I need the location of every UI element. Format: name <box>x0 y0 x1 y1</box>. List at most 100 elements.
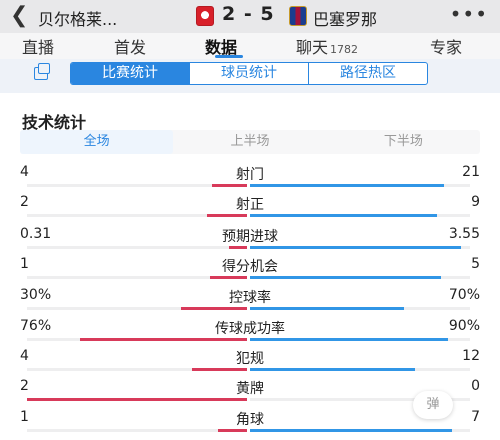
stat-home-track <box>27 368 247 371</box>
subtab-match-stats[interactable]: 比赛统计 <box>71 63 190 84</box>
stat-away-value: 12 <box>462 348 480 364</box>
half-tab-second[interactable]: 下半场 <box>383 134 423 149</box>
stat-away-bar <box>250 184 444 187</box>
stat-home-value: 1 <box>20 256 29 272</box>
stat-away-value: 0 <box>471 378 480 394</box>
stat-away-track <box>250 307 470 310</box>
stat-home-track <box>27 398 247 401</box>
stat-home-value: 1 <box>20 409 29 425</box>
stat-away-bar <box>250 429 453 432</box>
stat-home-track <box>27 307 247 310</box>
stat-away-track <box>250 184 470 187</box>
stat-home-value: 30% <box>20 287 52 303</box>
tab-live[interactable]: 直播 <box>22 38 55 57</box>
stat-away-value: 70% <box>448 287 480 303</box>
stat-away-track <box>250 276 470 279</box>
away-team-name[interactable]: 巴塞罗那 <box>313 10 378 29</box>
home-team-crest-icon <box>196 6 214 26</box>
chat-count-badge: 1782 <box>330 43 359 56</box>
away-team-crest-icon <box>289 6 307 26</box>
main-tabs: 直播 首发 数据 聊天 1782 专家 <box>0 33 500 59</box>
stat-name: 射正 <box>236 197 264 213</box>
tab-lineup[interactable]: 首发 <box>114 38 147 57</box>
half-selector: 全场 上半场 下半场 <box>20 130 480 154</box>
stat-name: 黄牌 <box>236 381 264 397</box>
stat-home-bar <box>207 214 247 217</box>
stat-away-bar <box>250 246 462 249</box>
stat-home-track <box>27 276 247 279</box>
stat-home-track <box>27 214 247 217</box>
stat-home-bar <box>209 276 247 279</box>
stat-row: 1 得分机会 5 <box>0 256 500 286</box>
stat-home-bar <box>211 184 247 187</box>
stat-away-track <box>250 429 470 432</box>
stat-home-track <box>27 184 247 187</box>
stat-home-value: 2 <box>20 194 29 210</box>
stat-home-value: 2 <box>20 378 29 394</box>
stat-row: 30% 控球率 70% <box>0 287 500 317</box>
stat-away-track <box>250 398 470 401</box>
stat-home-bar <box>181 307 247 310</box>
more-menu-button[interactable]: ••• <box>449 2 488 26</box>
stat-away-value: 3.55 <box>448 226 480 242</box>
tab-chat[interactable]: 聊天 1782 <box>296 34 358 58</box>
stat-name: 控球率 <box>229 290 271 306</box>
stat-name: 传球成功率 <box>215 321 285 337</box>
tab-experts[interactable]: 专家 <box>430 38 463 57</box>
stat-away-bar <box>250 338 448 341</box>
section-title: 技术统计 <box>22 113 87 132</box>
stat-name: 射门 <box>236 167 264 183</box>
stat-name: 犯规 <box>236 351 264 367</box>
stat-name: 预期进球 <box>222 229 278 245</box>
stat-home-bar <box>192 368 247 371</box>
stat-row: 0.31 预期进球 3.55 <box>0 226 500 256</box>
stat-row: 4 射门 21 <box>0 164 500 194</box>
stat-home-value: 4 <box>20 348 29 364</box>
half-tab-first[interactable]: 上半场 <box>230 134 270 149</box>
stat-name: 得分机会 <box>222 259 278 275</box>
stat-row: 2 射正 9 <box>0 194 500 224</box>
stat-home-value: 0.31 <box>20 226 52 242</box>
stat-away-track <box>250 368 470 371</box>
stat-home-track <box>27 246 247 249</box>
home-team-name[interactable]: 贝尔格莱... <box>38 10 118 29</box>
stat-away-value: 21 <box>462 164 480 180</box>
stat-away-value: 5 <box>471 256 480 272</box>
stat-home-value: 76% <box>20 318 52 334</box>
subtab-player-stats[interactable]: 球员统计 <box>190 63 309 84</box>
stat-row: 2 黄牌 0 <box>0 378 500 408</box>
stat-home-bar <box>27 398 247 401</box>
stat-home-bar <box>218 429 247 432</box>
danmu-button[interactable]: 弹 <box>413 391 453 419</box>
stat-row: 4 犯规 12 <box>0 348 500 378</box>
stat-row: 1 角球 7 <box>0 409 500 439</box>
stat-home-track <box>27 429 247 432</box>
stat-away-track <box>250 246 470 249</box>
stat-home-value: 4 <box>20 164 29 180</box>
stat-away-track <box>250 214 470 217</box>
back-button[interactable]: ❮ <box>10 3 29 28</box>
stats-subbar: 比赛统计 球员统计 路径热区 <box>0 59 500 93</box>
match-header: ❮ 贝尔格莱... 2 - 5 巴塞罗那 ••• <box>0 0 500 33</box>
stats-segmented-control: 比赛统计 球员统计 路径热区 <box>70 62 428 85</box>
copy-icon[interactable] <box>34 63 50 80</box>
half-tab-full[interactable]: 全场 <box>20 130 174 154</box>
stat-away-bar <box>250 276 442 279</box>
stat-home-track <box>27 338 247 341</box>
stat-away-value: 7 <box>471 409 480 425</box>
stat-away-bar <box>250 307 404 310</box>
stat-away-bar <box>250 368 415 371</box>
stat-away-bar <box>250 214 437 217</box>
stat-away-track <box>250 338 470 341</box>
stat-away-value: 90% <box>448 318 480 334</box>
stat-away-value: 9 <box>471 194 480 210</box>
stat-home-bar <box>79 338 247 341</box>
active-tab-indicator <box>215 55 243 58</box>
tab-stats[interactable]: 数据 <box>205 38 238 57</box>
subtab-heatmap[interactable]: 路径热区 <box>340 65 396 81</box>
stat-name: 角球 <box>236 412 264 428</box>
match-score: 2 - 5 <box>222 3 275 25</box>
stat-home-bar <box>229 246 247 249</box>
stat-row: 76% 传球成功率 90% <box>0 318 500 348</box>
tab-chat-label: 聊天 <box>296 38 329 57</box>
